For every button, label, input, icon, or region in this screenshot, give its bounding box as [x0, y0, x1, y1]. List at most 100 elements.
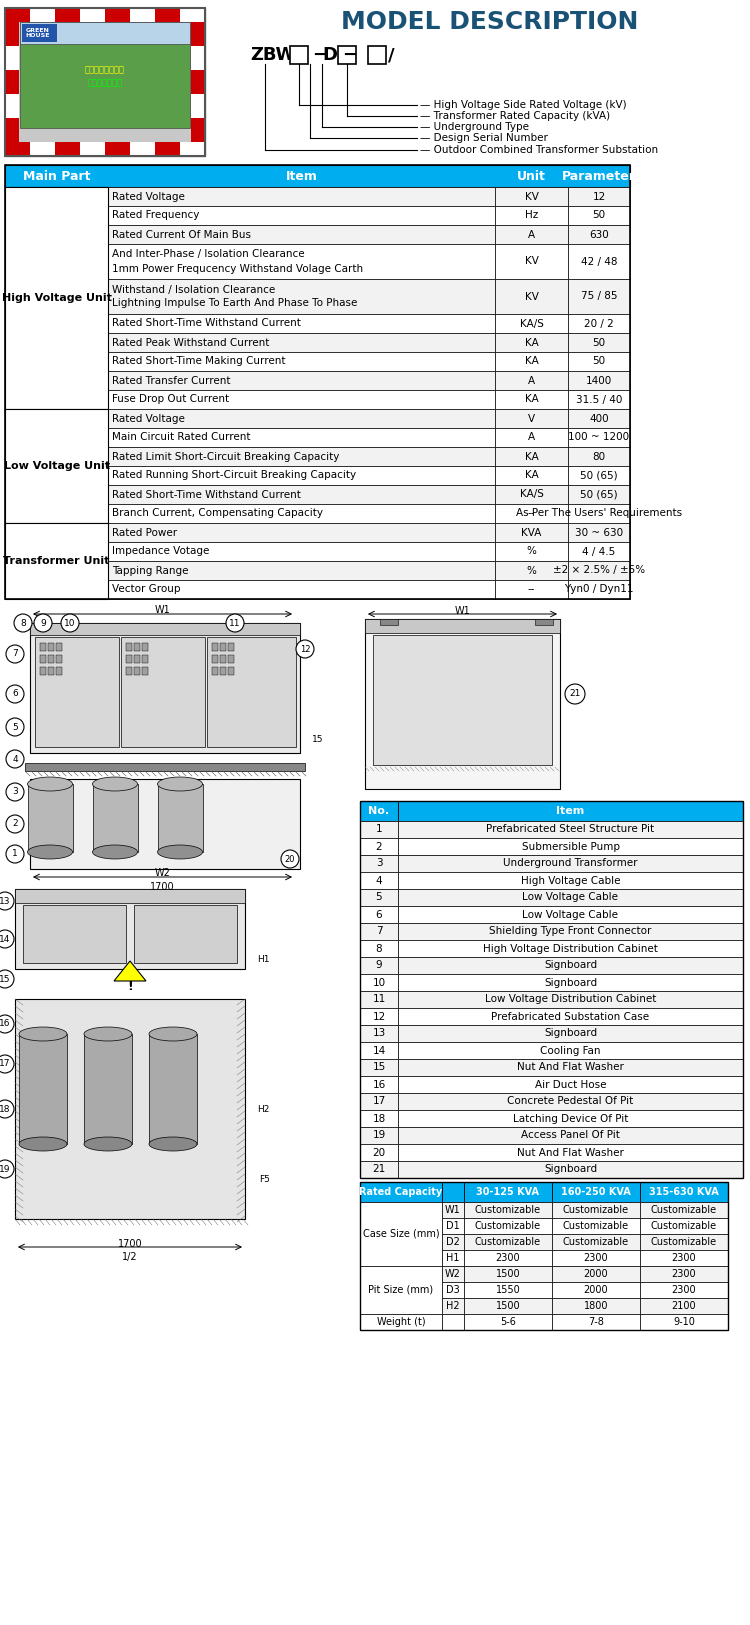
Text: High Voltage Cable: High Voltage Cable — [520, 876, 620, 886]
Bar — [220, 644, 226, 652]
Bar — [108, 314, 495, 333]
Circle shape — [0, 929, 14, 947]
Bar — [640, 1181, 728, 1202]
Text: 7: 7 — [12, 650, 18, 658]
Text: Signboard: Signboard — [544, 1029, 597, 1038]
Text: Item: Item — [286, 169, 317, 182]
Text: 12: 12 — [300, 645, 310, 653]
Bar — [30, 778, 300, 869]
Text: Signboard: Signboard — [544, 1165, 597, 1175]
Bar — [220, 666, 226, 674]
Text: 42 / 48: 42 / 48 — [580, 257, 617, 266]
Bar — [442, 1298, 464, 1315]
Text: MODEL DESCRIPTION: MODEL DESCRIPTION — [341, 10, 639, 34]
Bar — [5, 187, 108, 410]
Bar — [365, 619, 560, 634]
Text: High Voltage Distribution Cabinet: High Voltage Distribution Cabinet — [483, 944, 658, 954]
Text: 21: 21 — [372, 1165, 386, 1175]
Ellipse shape — [28, 845, 73, 860]
Text: 1800: 1800 — [584, 1302, 608, 1311]
Bar — [442, 1266, 464, 1282]
Text: 9-10: 9-10 — [673, 1316, 695, 1328]
Circle shape — [6, 686, 24, 704]
Text: W1: W1 — [154, 604, 170, 614]
Bar — [360, 1128, 398, 1144]
Bar — [495, 333, 568, 353]
Text: W2: W2 — [154, 868, 170, 878]
Text: Nut And Flat Washer: Nut And Flat Washer — [517, 1147, 624, 1157]
Bar — [398, 1042, 743, 1060]
Bar — [398, 907, 743, 923]
Bar — [552, 1282, 640, 1298]
Bar — [495, 504, 568, 523]
Text: 1: 1 — [12, 850, 18, 858]
Text: 2: 2 — [12, 819, 18, 829]
Bar — [568, 280, 630, 314]
Text: Transformer Unit: Transformer Unit — [3, 556, 109, 565]
Bar — [398, 957, 743, 973]
Text: Underground Transformer: Underground Transformer — [503, 858, 638, 868]
Text: 13: 13 — [372, 1029, 386, 1038]
Bar — [398, 1128, 743, 1144]
Text: Prefabricated Substation Case: Prefabricated Substation Case — [491, 1011, 650, 1022]
Bar — [398, 923, 743, 939]
Text: Signboard: Signboard — [544, 978, 597, 988]
Bar — [134, 655, 140, 663]
Circle shape — [565, 684, 585, 704]
Bar — [108, 466, 495, 484]
Bar — [5, 166, 630, 187]
Bar — [535, 619, 553, 626]
Bar — [360, 923, 398, 939]
Ellipse shape — [149, 1027, 197, 1042]
Bar — [5, 23, 19, 46]
Bar — [360, 1025, 398, 1042]
Text: 2300: 2300 — [496, 1253, 520, 1263]
Text: H2: H2 — [256, 1105, 269, 1113]
Bar — [398, 801, 743, 821]
Text: Rated Running Short-Circuit Breaking Capacity: Rated Running Short-Circuit Breaking Cap… — [112, 471, 356, 481]
Bar — [360, 939, 398, 957]
Bar — [48, 655, 54, 663]
Bar — [568, 523, 630, 543]
Text: 2300: 2300 — [672, 1253, 696, 1263]
Text: Air Duct Hose: Air Duct Hose — [535, 1079, 606, 1089]
Text: KA/S: KA/S — [520, 489, 544, 499]
Bar — [93, 783, 138, 852]
Bar — [155, 141, 180, 156]
Circle shape — [0, 1100, 14, 1118]
Bar — [220, 655, 226, 663]
Bar — [495, 244, 568, 280]
Text: KA/S: KA/S — [520, 318, 544, 328]
Text: 5: 5 — [376, 892, 382, 902]
Bar — [15, 999, 245, 1219]
Text: 50: 50 — [592, 338, 605, 348]
Text: 20 / 2: 20 / 2 — [584, 318, 614, 328]
Bar — [495, 484, 568, 504]
Bar — [5, 70, 19, 94]
Bar — [568, 244, 630, 280]
Text: KA: KA — [525, 395, 538, 405]
Text: Rated Peak Withstand Current: Rated Peak Withstand Current — [112, 338, 269, 348]
Text: — Outdoor Combined Transformer Substation: — Outdoor Combined Transformer Substatio… — [420, 145, 658, 154]
Text: Withstand / Isolation Clearance: Withstand / Isolation Clearance — [112, 284, 275, 294]
Bar — [380, 619, 398, 626]
Bar — [442, 1233, 464, 1250]
Bar — [30, 622, 300, 635]
Bar — [568, 484, 630, 504]
Text: KA: KA — [525, 471, 538, 481]
Text: 50: 50 — [592, 211, 605, 221]
Bar — [398, 873, 743, 889]
Text: 2000: 2000 — [584, 1269, 608, 1279]
Bar — [130, 141, 155, 156]
Bar — [48, 666, 54, 674]
Bar — [640, 1202, 728, 1219]
Text: Customizable: Customizable — [475, 1237, 541, 1246]
Bar — [495, 580, 568, 600]
Bar — [108, 333, 495, 353]
Bar — [552, 1315, 640, 1329]
Circle shape — [0, 970, 14, 988]
Bar — [552, 1250, 640, 1266]
Bar — [108, 427, 495, 447]
Text: 31.5 / 40: 31.5 / 40 — [576, 395, 622, 405]
Bar — [640, 1315, 728, 1329]
